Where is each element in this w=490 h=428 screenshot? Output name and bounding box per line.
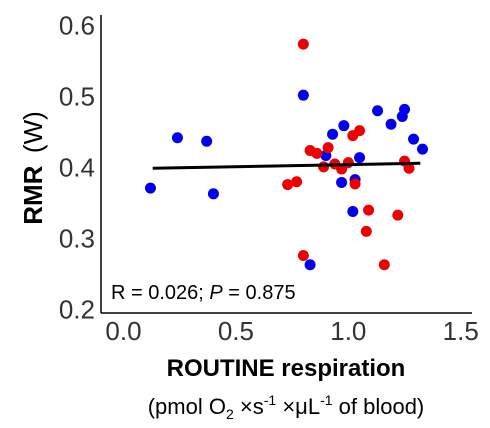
- blue-data-point: [171, 132, 183, 144]
- stat-annotation-p: P: [209, 282, 223, 304]
- red-data-point: [403, 162, 415, 174]
- red-data-point: [282, 179, 294, 191]
- blue-data-point: [347, 206, 359, 218]
- y-tick-label: 0.6: [59, 11, 95, 41]
- y-tick-label: 0.5: [59, 82, 95, 112]
- data-points: [144, 38, 429, 271]
- x-tick-label: 1.0: [330, 316, 366, 346]
- red-data-point: [291, 176, 303, 188]
- blue-data-point: [417, 143, 429, 155]
- x-unit-times1: ×s: [234, 394, 264, 419]
- y-tick-label: 0.4: [59, 153, 95, 183]
- x-tick-label: 0.0: [105, 316, 141, 346]
- red-data-point: [297, 38, 309, 50]
- stat-annotation: R = 0.026; P = 0.875: [111, 282, 296, 304]
- blue-data-point: [201, 135, 213, 147]
- x-unit-times2: ×μL: [276, 394, 320, 419]
- blue-data-point: [385, 118, 397, 130]
- red-data-point: [311, 147, 323, 159]
- stat-annotation-prefix: R = 0.026;: [111, 282, 209, 304]
- blue-data-point: [372, 105, 384, 117]
- y-axis-label: RMR (W): [18, 111, 48, 225]
- svg-text:RMR (W): RMR (W): [18, 111, 48, 225]
- blue-data-point: [336, 176, 348, 188]
- red-data-point: [297, 250, 309, 262]
- y-tick-label: 0.2: [59, 294, 95, 324]
- blue-data-point: [399, 103, 411, 115]
- x-unit-sup1: -1: [264, 392, 277, 408]
- blue-data-point: [144, 182, 156, 194]
- y-axis-label-unit: (W): [18, 111, 48, 153]
- y-axis-ticks: 0.2 0.3 0.4 0.5 0.6: [59, 11, 95, 325]
- red-data-point: [318, 161, 330, 173]
- red-data-point: [360, 225, 372, 237]
- blue-data-point: [327, 128, 339, 140]
- blue-data-point: [408, 133, 420, 145]
- x-tick-label: 1.5: [443, 316, 479, 346]
- x-unit-open: (pmol O: [148, 394, 226, 419]
- red-data-point: [322, 142, 334, 154]
- y-axis-label-main: RMR: [18, 165, 48, 224]
- red-data-point: [354, 125, 366, 137]
- x-tick-label: 0.5: [218, 316, 254, 346]
- blue-data-point: [297, 89, 309, 101]
- red-data-point: [392, 209, 404, 221]
- red-data-point: [342, 157, 354, 169]
- y-tick-label: 0.3: [59, 224, 95, 254]
- x-unit-sup2: -1: [320, 392, 333, 408]
- blue-data-point: [354, 152, 366, 164]
- stat-annotation-suffix: = 0.875: [223, 282, 296, 304]
- red-data-point: [349, 178, 361, 190]
- blue-data-point: [207, 188, 219, 200]
- x-unit-o2-sub: 2: [226, 406, 234, 422]
- red-data-point: [378, 259, 390, 271]
- trend-line: [152, 161, 421, 170]
- blue-data-point: [338, 120, 350, 132]
- blue-data-point: [304, 259, 316, 271]
- x-axis-label: ROUTINE respiration: [167, 355, 406, 382]
- x-axis-ticks: 0.0 0.5 1.0 1.5: [105, 316, 478, 346]
- red-data-point: [363, 204, 375, 216]
- x-unit-tail: of blood): [333, 394, 425, 419]
- x-axis-unit: (pmol O2 ×s-1 ×μL-1 of blood): [148, 392, 425, 422]
